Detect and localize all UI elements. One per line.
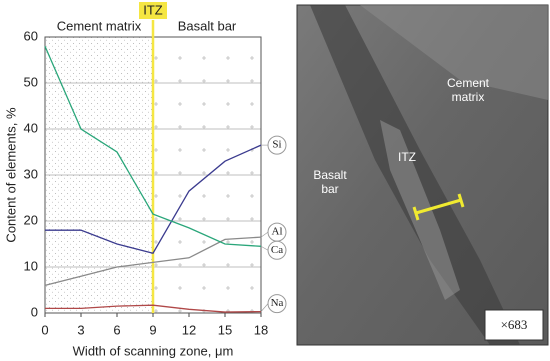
scale-bar <box>412 193 465 221</box>
photo-label: Basalt <box>313 168 347 182</box>
legend-circle <box>267 240 287 260</box>
photo-label: ITZ <box>398 150 416 164</box>
leader <box>260 231 269 238</box>
chart: Cement matrix Basalt bar 0 10 20 30 40 50 60 0 3 6 9… <box>3 2 287 358</box>
boundary-label: ITZ <box>143 2 163 17</box>
x-tick-label: 0 <box>41 322 48 337</box>
x-tick-label: 15 <box>218 322 232 337</box>
texture <box>380 120 460 300</box>
legend-label: Si <box>272 139 281 151</box>
series-line <box>45 304 262 313</box>
texture <box>360 5 548 100</box>
y-tick-label: 30 <box>24 166 38 181</box>
legend-label: Ca <box>271 244 283 256</box>
series-line <box>44 236 262 287</box>
leader <box>260 246 269 251</box>
y-tick-label: 20 <box>24 212 38 227</box>
legend-circle <box>267 294 287 314</box>
magnification: ×683 <box>501 317 528 332</box>
x-tick-label: 18 <box>254 322 268 337</box>
series-line <box>44 45 262 247</box>
photo-label: matrix <box>452 90 485 104</box>
y-tick-label: 40 <box>24 120 38 135</box>
x-tick-label: 3 <box>77 322 84 337</box>
boundary-label-box <box>139 2 167 19</box>
leader <box>260 303 269 312</box>
x-tick-label: 12 <box>182 322 196 337</box>
x-tick-label: 6 <box>113 322 120 337</box>
y-tick-label: 60 <box>24 28 38 43</box>
region-label: Cement matrix <box>57 18 142 33</box>
legend-circle <box>267 135 287 155</box>
y-axis-label: Content of elements, % <box>3 107 18 243</box>
y-tick-label: 50 <box>24 74 38 89</box>
region-label: Basalt bar <box>178 18 237 33</box>
series-line <box>45 144 262 254</box>
photo-label: Cement <box>447 76 490 90</box>
legend-label: Na <box>271 297 284 309</box>
x-tick-label: 9 <box>149 322 156 337</box>
y-tick-label: 10 <box>24 258 38 273</box>
magnification-box <box>484 309 544 341</box>
y-tick-label: 0 <box>31 304 38 319</box>
x-axis-label: Width of scanning zone, μm <box>73 343 234 358</box>
legend-label: Al <box>272 226 283 238</box>
photo-label: bar <box>321 182 338 196</box>
